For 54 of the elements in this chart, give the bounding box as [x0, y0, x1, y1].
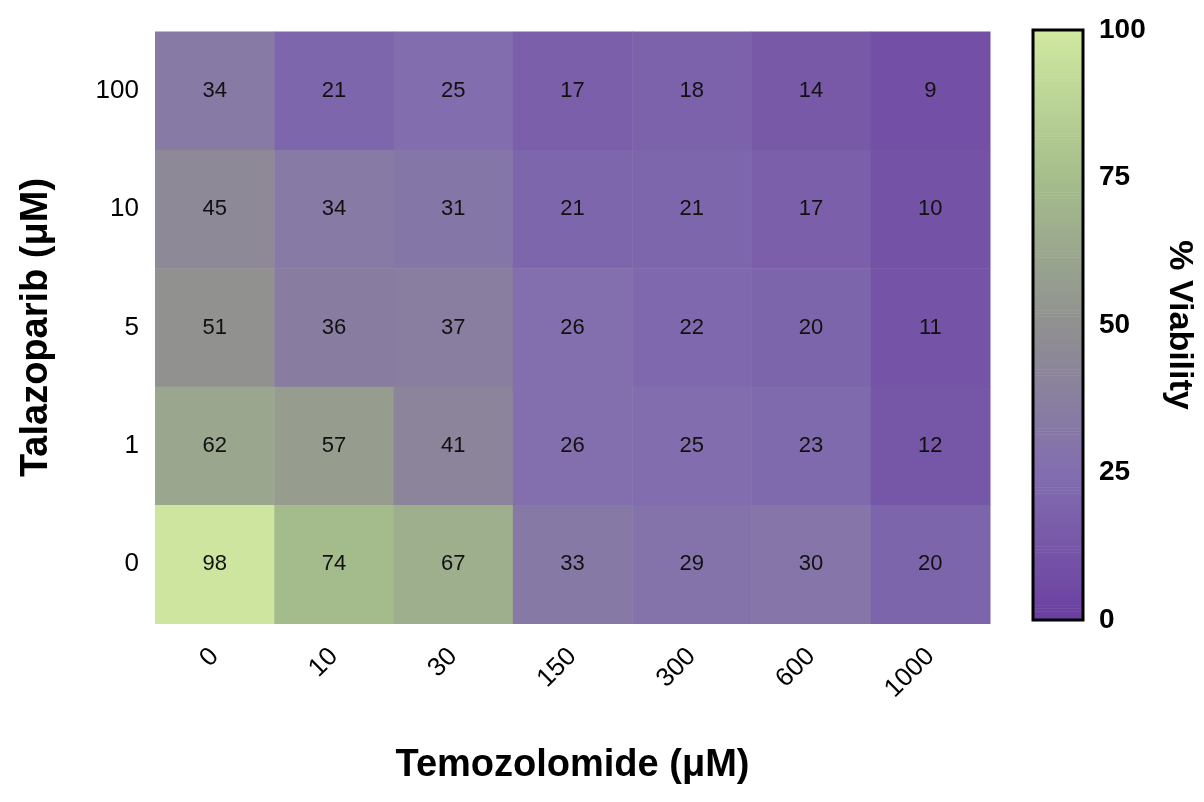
- data-label: 25: [679, 431, 705, 457]
- data-label: 41: [440, 431, 466, 457]
- x-tick-label: 600: [768, 640, 821, 693]
- data-label: 26: [560, 313, 585, 339]
- data-label: 20: [798, 313, 824, 339]
- data-label: 21: [560, 195, 585, 221]
- data-label: 30: [798, 550, 824, 576]
- data-label: 36: [321, 313, 347, 339]
- y-tick-label: 1: [124, 429, 139, 460]
- data-label: 11: [918, 313, 942, 339]
- y-tick-label: 5: [124, 310, 139, 341]
- color-bar-title: % Viability: [1163, 240, 1202, 410]
- data-label: 18: [679, 76, 705, 102]
- data-label: 9: [924, 76, 937, 102]
- data-label: 57: [321, 431, 347, 457]
- color-bar-label: 50: [1099, 307, 1131, 339]
- x-tick-label: 0: [192, 640, 224, 673]
- data-label: 67: [440, 550, 466, 576]
- x-tick-label: 10: [301, 640, 344, 683]
- data-label: 21: [679, 195, 705, 221]
- color-bar-label: 75: [1099, 160, 1131, 192]
- data-label: 17: [560, 76, 585, 102]
- data-label: 34: [202, 76, 227, 102]
- y-tick-label: 100: [95, 73, 139, 104]
- data-label: 26: [560, 431, 585, 457]
- y-tick-label: 10: [110, 192, 139, 223]
- data-label: 29: [679, 550, 705, 576]
- data-label: 31: [440, 195, 466, 221]
- data-label: 74: [321, 550, 347, 576]
- data-label: 34: [321, 195, 347, 221]
- data-label: 45: [202, 195, 227, 221]
- data-label: 98: [202, 550, 227, 576]
- color-bar-label: 25: [1099, 455, 1131, 487]
- data-label: 37: [440, 313, 466, 339]
- y-axis-title: Talazoparib (μM): [13, 177, 56, 478]
- y-tick-label: 0: [124, 547, 139, 578]
- data-label: 22: [679, 313, 705, 339]
- x-tick-label: 30: [420, 640, 463, 683]
- data-label: 14: [798, 76, 824, 102]
- data-label: 17: [798, 195, 824, 221]
- data-label: 25: [440, 76, 466, 102]
- color-bar-label: 0: [1099, 602, 1115, 634]
- data-label: 20: [918, 550, 943, 576]
- x-axis-title: Temozolomide (μM): [395, 741, 750, 784]
- data-label: 33: [560, 550, 585, 576]
- data-label: 10: [918, 195, 943, 221]
- data-label: 51: [202, 313, 227, 339]
- data-label: 12: [918, 431, 943, 457]
- data-label: 21: [321, 76, 347, 102]
- x-tick-label: 150: [529, 640, 582, 693]
- color-bar-label: 100: [1099, 12, 1146, 44]
- data-label: 23: [798, 431, 824, 457]
- data-label: 62: [202, 431, 227, 457]
- x-tick-label: 300: [649, 640, 702, 693]
